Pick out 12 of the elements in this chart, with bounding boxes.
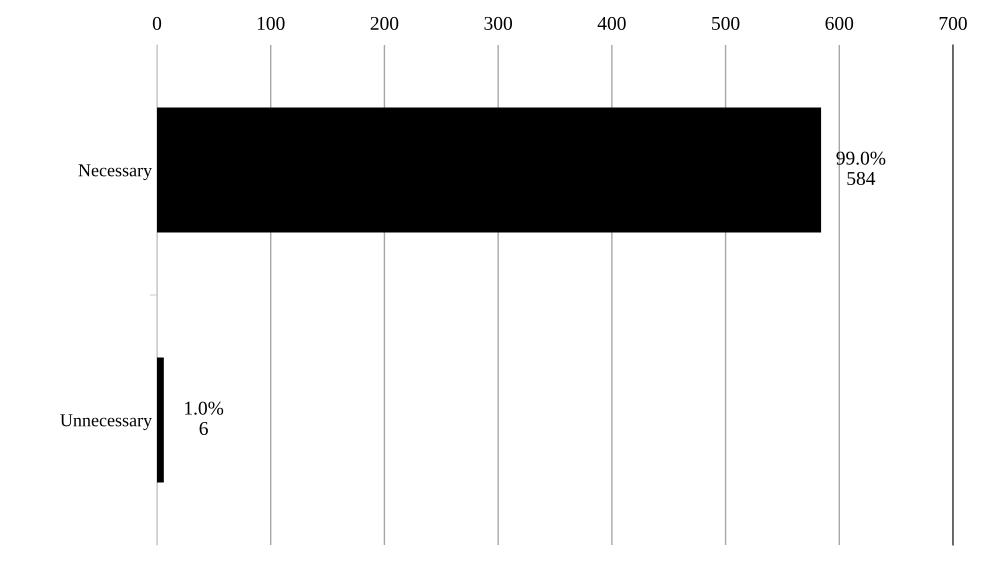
x-tick-label: 100	[258, 16, 285, 30]
y-tick-label: Unnecessary	[60, 414, 152, 430]
x-tick-label: 0	[152, 16, 162, 30]
x-tick-label: 600	[826, 16, 854, 30]
x-tick-label: 200	[370, 16, 398, 30]
x-tick-label: 300	[484, 16, 512, 30]
y-tick-label: Necessary	[78, 164, 152, 180]
data-label: 1.0% 6	[185, 402, 224, 436]
x-tick-label: 700	[940, 16, 967, 30]
x-tick-label: 500	[712, 16, 740, 30]
x-tick-label: 400	[598, 16, 626, 30]
data-label: 99.0% 584	[836, 152, 886, 186]
